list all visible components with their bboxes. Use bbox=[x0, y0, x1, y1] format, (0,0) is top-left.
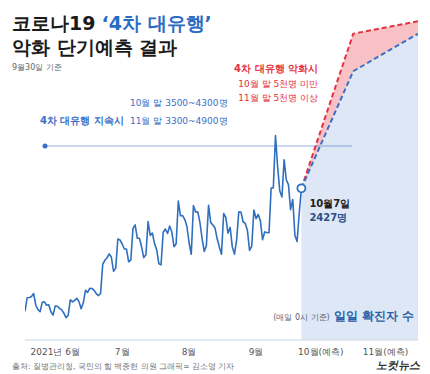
x-tick-label: 9월 bbox=[249, 347, 264, 357]
series-note: 10월 말 5천명 미만 bbox=[238, 79, 318, 89]
series-label-group: (매일 0시 기준) 일일 확진자 수 bbox=[273, 309, 414, 323]
series-note: 11월 말 5천명 이상 bbox=[238, 93, 318, 103]
title-highlight: ‘4차 대유행’ bbox=[101, 12, 211, 34]
projection-line bbox=[301, 21, 418, 188]
title-part: 코로나19 bbox=[12, 12, 95, 34]
series-note: 11월 말 3300~4900명 bbox=[130, 116, 228, 126]
x-tick-label: 8월 bbox=[182, 347, 197, 357]
leader-line bbox=[45, 146, 352, 147]
credit: 노컷뉴스 bbox=[376, 359, 421, 372]
source: 출처: 질병관리청, 국민의 힘 백종헌 의원 그래픽= 김소영 기자 bbox=[12, 362, 234, 371]
title: 악화 단기예측 결과 bbox=[12, 36, 177, 58]
page: {"chart_data": { "type": "line", "title"… bbox=[0, 0, 430, 374]
series-label: 4차 대유행 악화시 bbox=[234, 63, 318, 74]
plot-area bbox=[25, 21, 418, 340]
series-label: 일일 확진자 수 bbox=[334, 309, 414, 323]
series-note: (매일 0시 기준) bbox=[273, 313, 329, 322]
chart: 2427명 10월7일 2021년 6월 7월 8월 9월 10월(예측) 11월(예측) 코로… bbox=[0, 0, 430, 374]
annotation: 10월7일 bbox=[309, 198, 350, 209]
series-label: 4차 대유행 지속시 bbox=[40, 115, 124, 126]
projection-band bbox=[301, 21, 418, 188]
leader-dot bbox=[43, 144, 48, 149]
x-tick-label: 2021년 6월 bbox=[30, 347, 80, 357]
projection-line bbox=[301, 34, 418, 189]
data-line bbox=[25, 136, 301, 318]
title: 코로나19 ‘4차 대유행’ bbox=[12, 12, 212, 34]
x-axis bbox=[25, 340, 418, 341]
projection-area bbox=[301, 34, 418, 340]
subtitle: 9월30일 기준 bbox=[12, 63, 62, 72]
x-tick-label: 10월(예측) bbox=[298, 347, 343, 357]
series-note: 10월 말 3500~4300명 bbox=[130, 98, 228, 108]
value-label: 2427명 bbox=[309, 212, 347, 223]
x-tick-label: 11월(예측) bbox=[363, 347, 408, 357]
point-marker bbox=[297, 184, 305, 192]
x-tick-label: 7월 bbox=[115, 347, 130, 357]
